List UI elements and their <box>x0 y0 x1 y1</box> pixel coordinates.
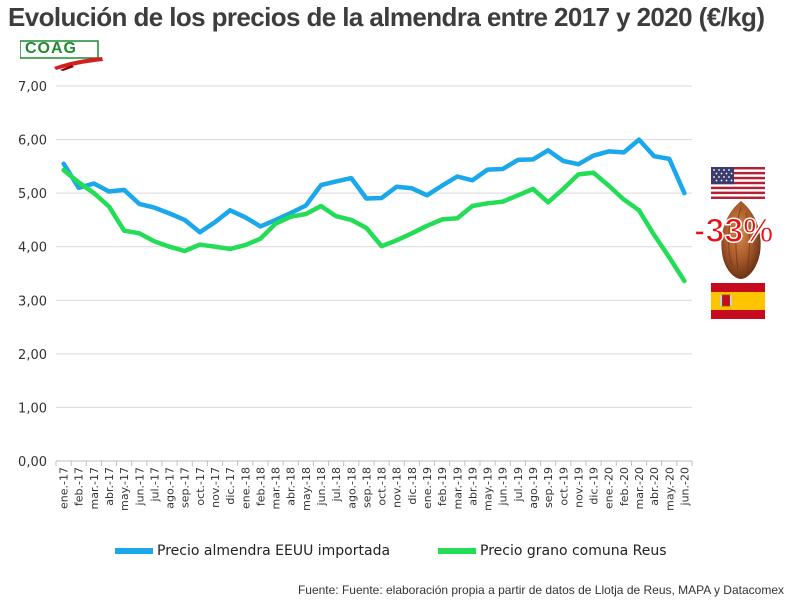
chart-title: Evolución de los precios de la almendra … <box>8 2 765 32</box>
x-tick-label: jul.-19 <box>512 467 525 503</box>
legend-swatch-reus <box>438 548 476 554</box>
coag-logo: COAG <box>20 40 104 72</box>
y-tick-label: 1,00 <box>18 401 47 416</box>
x-tick-label: may.-17 <box>118 467 131 511</box>
spain-flag-icon <box>711 283 765 319</box>
x-tick-label: sep.-18 <box>360 467 373 508</box>
y-axis-ticks: 0,00 1,00 2,00 3,00 4,00 5,00 6,00 7,00 <box>18 80 47 470</box>
x-tick-label: ene.-18 <box>239 467 252 509</box>
x-tick-label: abr.-18 <box>285 467 298 506</box>
series-line-0 <box>61 137 687 235</box>
legend-item-reus: Precio grano comuna Reus <box>438 543 667 559</box>
source-note: Fuente: Fuente: elaboración propia a par… <box>297 583 784 597</box>
x-tick-label: mar.-18 <box>270 467 283 509</box>
x-tick-label: mar.-17 <box>88 467 101 509</box>
x-tick-label: jul.-18 <box>330 467 343 503</box>
x-tick-label: nov.-19 <box>572 467 585 508</box>
x-tick-label: feb.-18 <box>254 467 267 506</box>
y-tick-label: 5,00 <box>18 187 47 202</box>
legend-item-eeuu: Precio almendra EEUU importada <box>115 543 390 559</box>
x-tick-label: may.-18 <box>300 467 313 511</box>
x-tick-label: ago.-18 <box>345 467 358 509</box>
almond-icon <box>721 201 761 279</box>
x-tick-label: feb.-17 <box>73 467 86 506</box>
x-tick-label: ago.-19 <box>527 467 540 509</box>
y-tick-label: 3,00 <box>18 294 47 309</box>
y-tick-label: 0,00 <box>18 455 47 470</box>
us-flag-icon <box>711 167 765 199</box>
x-tick-label: nov.-18 <box>391 467 404 508</box>
x-tick-label: abr.-17 <box>103 467 116 506</box>
legend-label-eeuu: Precio almendra EEUU importada <box>157 543 391 559</box>
logo-text: COAG <box>25 40 77 57</box>
x-tick-label: jun.-19 <box>497 467 510 506</box>
x-tick-label: feb.-20 <box>618 467 631 506</box>
x-tick-label: nov.-17 <box>209 467 222 508</box>
y-tick-label: 7,00 <box>18 80 47 95</box>
x-tick-label: jul.-17 <box>148 467 161 503</box>
y-tick-label: 6,00 <box>18 134 47 149</box>
x-tick-label: oct.-17 <box>194 467 207 506</box>
y-tick-label: 2,00 <box>18 348 47 363</box>
x-tick-label: dic.-19 <box>588 467 601 505</box>
x-tick-label: abr.-19 <box>466 467 479 506</box>
series-lines <box>61 137 687 284</box>
x-tick-label: may.-19 <box>482 467 495 511</box>
x-tick-label: jun.-17 <box>133 467 146 506</box>
x-tick-label: dic.-18 <box>406 467 419 505</box>
series-line-1 <box>61 167 687 284</box>
x-tick-label: mar.-19 <box>451 467 464 509</box>
x-tick-label: oct.-18 <box>376 467 389 506</box>
x-tick-label: oct.-19 <box>557 467 570 506</box>
x-axis: ene.-17 feb.-17 mar.-17 abr.-17 may.-17 jun.-… <box>55 460 693 511</box>
percent-change-annotation: -33% <box>693 211 774 251</box>
x-tick-label: ene.-20 <box>603 467 616 509</box>
x-tick-label: jun.-20 <box>678 467 691 506</box>
x-tick-label: sep.-19 <box>542 467 555 508</box>
x-tick-label: ago.-17 <box>164 467 177 509</box>
x-tick-label: feb.-19 <box>436 467 449 506</box>
x-tick-label: dic.-17 <box>224 467 237 505</box>
x-tick-label: may.-20 <box>663 467 676 511</box>
gridlines <box>56 85 692 408</box>
x-tick-label: mar.-20 <box>633 467 646 509</box>
x-tick-label: abr.-20 <box>648 467 661 506</box>
x-tick-label: ene.-19 <box>421 467 434 509</box>
x-tick-label: jun.-18 <box>315 467 328 506</box>
y-tick-label: 4,00 <box>18 241 47 256</box>
legend-label-reus: Precio grano comuna Reus <box>480 543 667 559</box>
x-tick-label: ene.-17 <box>58 467 71 509</box>
x-tick-label: sep.-17 <box>179 467 192 508</box>
legend-swatch-eeuu <box>115 548 153 554</box>
